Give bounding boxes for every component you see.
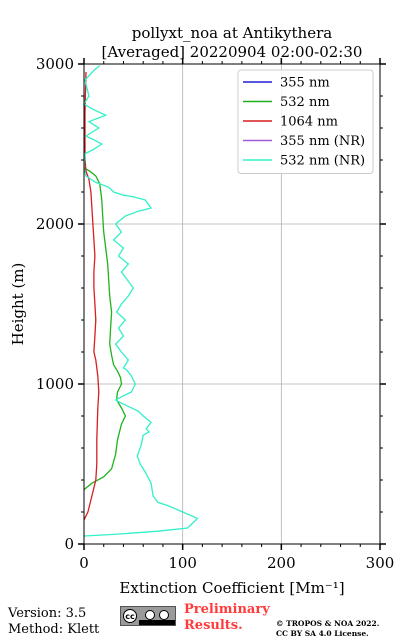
by-icon — [145, 610, 155, 620]
x-tick-label: 300 — [366, 554, 395, 572]
legend-label: 532 nm (NR) — [280, 154, 365, 169]
cc-license-badge: cc — [120, 606, 176, 626]
method-text: Method: Klett — [8, 622, 100, 637]
x-tick-label: 0 — [79, 554, 89, 572]
legend: 355 nm 532 nm 1064 nm 355 nm (NR) 532 nm (NR… — [237, 69, 374, 174]
series-line-532-nm — [83, 167, 127, 491]
copyright-note: © TROPOS & NOA 2022. CC BY SA 4.0 Licens… — [276, 619, 379, 639]
legend-label: 532 nm — [280, 95, 330, 110]
legend-label: 355 nm (NR) — [280, 134, 365, 149]
cc-icon: cc — [123, 609, 137, 623]
chart-subtitle: [Averaged] 20220904 02:00-02:30 — [102, 43, 363, 61]
preliminary-line-1: Preliminary — [184, 602, 270, 617]
y-tick-label: 0 — [64, 535, 74, 553]
legend-label: 1064 nm — [280, 115, 338, 130]
series-line-1064-nm — [83, 71, 100, 521]
sa-icon — [159, 610, 169, 620]
preliminary-results-note: Preliminary Results. — [184, 602, 270, 634]
badge-strip — [139, 620, 175, 625]
x-axis-label: Extinction Coefficient [Mm⁻¹] — [119, 579, 344, 597]
preliminary-line-2: Results. — [184, 618, 243, 633]
x-tick-label: 100 — [168, 554, 197, 572]
legend-label: 355 nm — [280, 76, 330, 91]
x-tick-label: 200 — [267, 554, 296, 572]
version-text: Version: 3.5 — [8, 606, 87, 621]
y-tick-label: 2000 — [36, 215, 74, 233]
legend-box — [237, 69, 374, 174]
y-tick-label: 1000 — [36, 375, 74, 393]
series-lines — [83, 65, 199, 537]
y-tick-label: 3000 — [36, 55, 74, 73]
plot-frame — [83, 63, 381, 545]
series-line-532-nm-nr — [83, 65, 199, 537]
chart-title: pollyxt_noa at Antikythera — [132, 24, 332, 42]
y-axis-label: Height (m) — [9, 263, 27, 346]
copyright-line-1: © TROPOS & NOA 2022. — [276, 619, 380, 628]
copyright-line-2: CC BY SA 4.0 License. — [276, 629, 369, 638]
